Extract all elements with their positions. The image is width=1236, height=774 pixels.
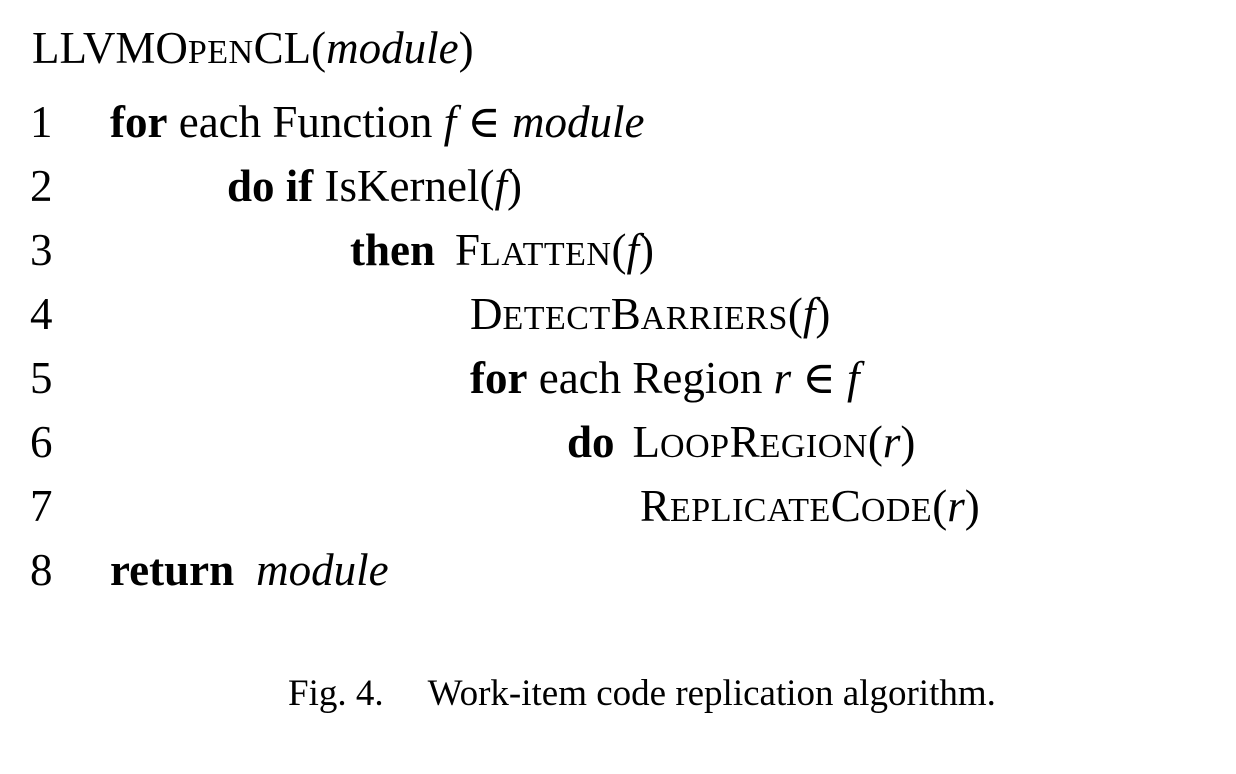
- algorithm-title: LLVMOPENCL(module): [32, 16, 474, 85]
- procedure-name: ODE: [860, 492, 933, 529]
- procedure-name: R: [640, 481, 671, 531]
- variable: f: [626, 225, 639, 275]
- procedure-name: D: [470, 289, 503, 339]
- procedure-name: LATTEN: [480, 236, 612, 273]
- line-text: (: [787, 289, 803, 339]
- variable: module: [256, 545, 389, 595]
- line-number: 1: [30, 97, 53, 147]
- keyword: do: [567, 417, 615, 467]
- keyword: return: [110, 545, 235, 595]
- variable: r: [947, 481, 965, 531]
- line-text: ): [815, 289, 831, 339]
- title-paren-close: ): [458, 23, 474, 73]
- caption-text: Work-item code replication algorithm.: [427, 673, 996, 714]
- line-text: (: [932, 481, 948, 531]
- variable: f: [494, 161, 507, 211]
- variable: module: [511, 97, 645, 147]
- line-text: ): [964, 481, 980, 531]
- line-number: 3: [30, 225, 53, 275]
- variable: r: [773, 353, 792, 403]
- procedure-name: F: [455, 225, 481, 275]
- figure-caption: Fig. 4. Work-item code replication algori…: [288, 664, 996, 724]
- line-text: each Region: [527, 353, 774, 403]
- line-text: ): [900, 417, 916, 467]
- line-text: (: [611, 225, 627, 275]
- line-body: REPLICATECODE(r): [640, 474, 980, 543]
- title-name-part2: PEN: [187, 34, 254, 71]
- line-text: IsKernel(: [313, 161, 495, 211]
- keyword: then: [350, 225, 436, 275]
- title-arg: module: [326, 23, 459, 73]
- line-number: 5: [30, 353, 53, 403]
- line-body: then FLATTEN(f): [350, 218, 654, 287]
- title-paren-open: (: [311, 23, 327, 73]
- procedure-name: R: [729, 417, 760, 467]
- line-text: each Function: [167, 97, 444, 147]
- title-name-part1: LLVMO: [32, 23, 188, 73]
- line-body: for each Function f ∈ module: [110, 90, 644, 154]
- operator: ∈: [791, 353, 847, 403]
- line-body: do if IsKernel(f): [227, 154, 522, 218]
- line-text: ): [506, 161, 522, 211]
- variable: f: [443, 97, 457, 147]
- variable: f: [802, 289, 816, 339]
- procedure-name: C: [830, 481, 861, 531]
- line-number: 8: [30, 545, 53, 595]
- line-number: 7: [30, 481, 53, 531]
- procedure-name: B: [610, 289, 641, 339]
- line-number: 4: [30, 289, 53, 339]
- procedure-name: EGION: [759, 428, 868, 465]
- line-number: 2: [30, 161, 53, 211]
- procedure-name: ETECT: [502, 300, 611, 337]
- line-body: return module: [110, 538, 389, 602]
- figure-label: Fig. 4.: [288, 673, 384, 714]
- procedure-name: EPLICATE: [670, 492, 831, 529]
- keyword: for: [470, 353, 528, 403]
- line-body: DETECTBARRIERS(f): [470, 282, 830, 351]
- line-number: 6: [30, 417, 53, 467]
- line-body: do LOOPREGION(r): [567, 410, 915, 479]
- keyword: if: [274, 161, 314, 211]
- variable: r: [882, 417, 901, 467]
- operator: ∈: [456, 97, 512, 147]
- title-name-part3: CL: [253, 23, 312, 73]
- line-text: ): [638, 225, 654, 275]
- line-body: for each Region r ∈ f: [470, 346, 859, 410]
- procedure-name: ARRIERS: [640, 300, 788, 337]
- keyword: do: [227, 161, 275, 211]
- procedure-name: OOP: [660, 428, 730, 465]
- keyword: for: [110, 97, 168, 147]
- procedure-name: L: [632, 417, 661, 467]
- line-text: (: [867, 417, 883, 467]
- variable: f: [846, 353, 860, 403]
